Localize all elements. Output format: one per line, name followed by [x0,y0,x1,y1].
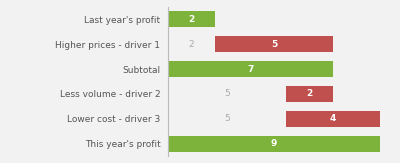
Bar [286,86,333,102]
Text: 5: 5 [224,89,230,98]
Text: 4: 4 [330,114,336,124]
Bar [168,11,215,27]
Bar [168,36,215,52]
Text: 2: 2 [189,39,194,49]
Bar [168,136,380,152]
Bar [286,111,380,127]
Bar [168,86,286,102]
Bar [168,61,333,77]
Text: 2: 2 [188,15,195,23]
Text: 5: 5 [271,39,277,49]
Text: 2: 2 [306,89,312,98]
Bar [168,111,286,127]
Text: 5: 5 [224,114,230,124]
Text: 9: 9 [271,140,277,148]
Bar [215,36,333,52]
Text: 7: 7 [247,65,254,74]
